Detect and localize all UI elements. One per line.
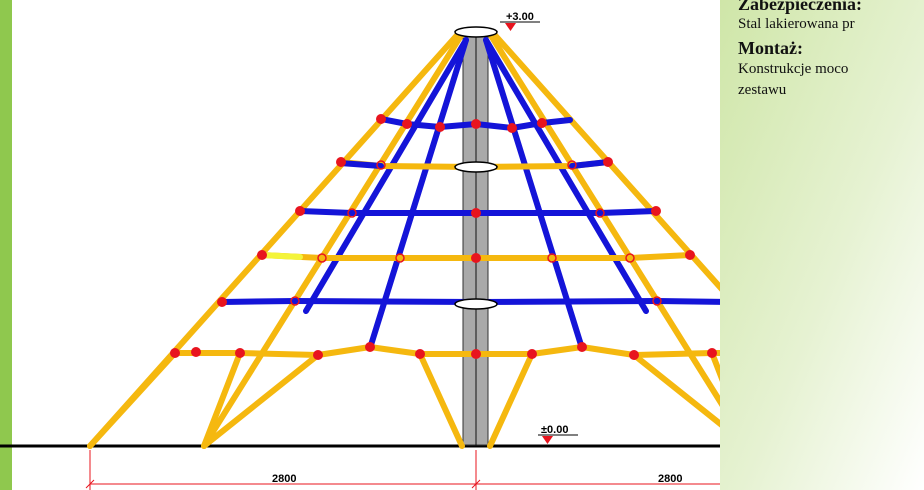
orange-connectors (290, 160, 662, 306)
dimension-left-label: 2800 (272, 473, 296, 485)
mast-clamps (454, 26, 498, 310)
top-level-marker: +3.00 (500, 11, 540, 31)
left-accent-strip (0, 0, 12, 490)
mount-heading: Montaż: (738, 38, 803, 58)
ground-level-label: ±0.00 (541, 424, 568, 436)
top-level-label: +3.00 (506, 11, 534, 23)
blue-radial-ropes (303, 37, 649, 348)
info-panel: Zabezpieczenia: Stal lakierowana pr Mont… (720, 0, 924, 490)
dimension-right-label: 2800 (658, 473, 682, 485)
ground-level-marker: ±0.00 (538, 424, 578, 444)
mount-text: Konstrukcje moco (738, 61, 849, 77)
mount-text-2: zestawu (738, 82, 787, 98)
security-text: Stal lakierowana pr (738, 16, 855, 32)
security-heading: Zabezpieczenia: (738, 0, 862, 14)
